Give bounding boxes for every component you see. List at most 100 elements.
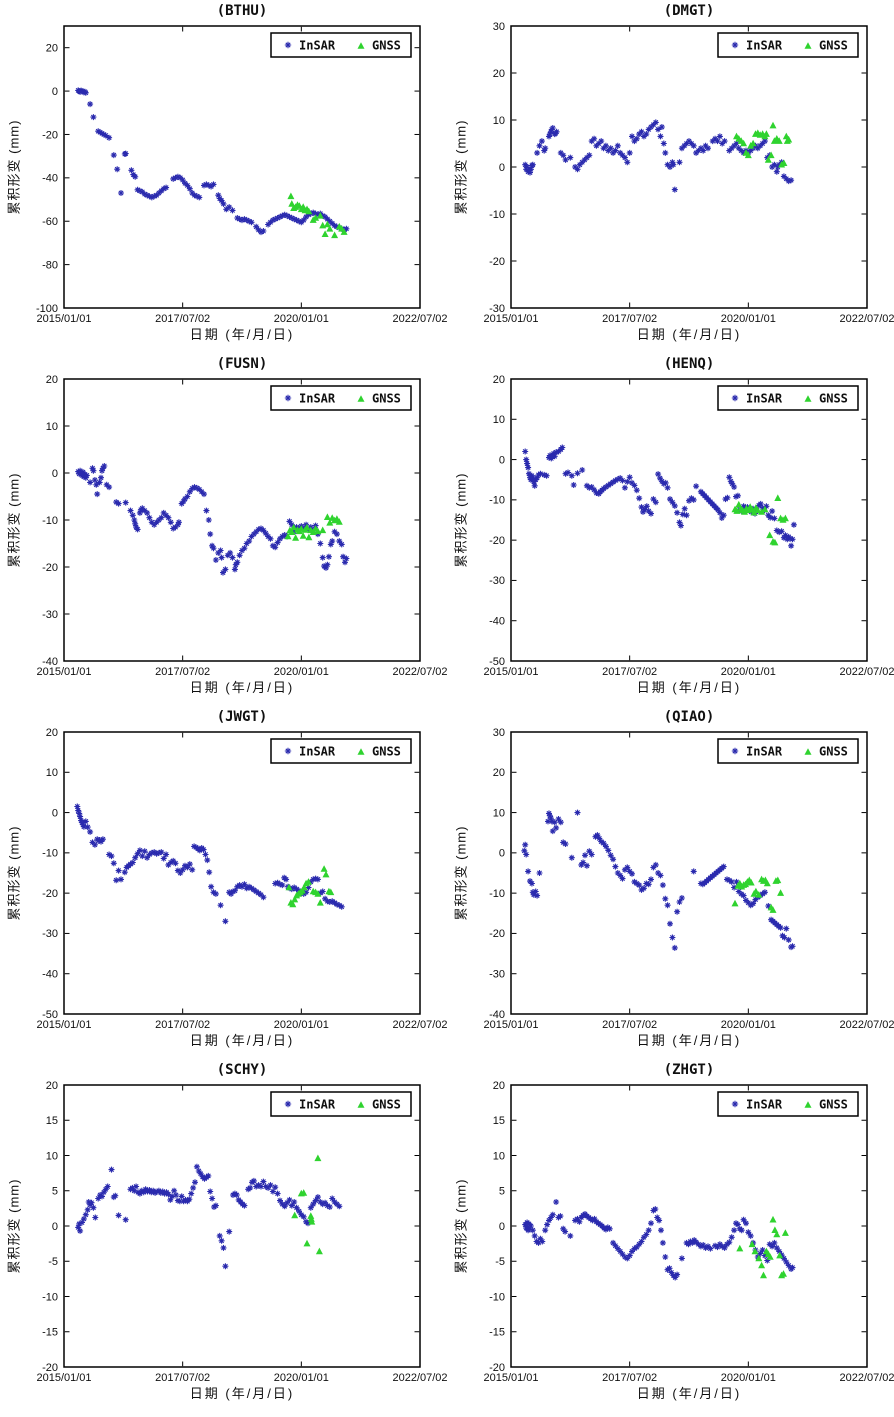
svg-text:-15: -15 — [42, 1327, 58, 1339]
gnss-series — [284, 513, 343, 541]
y-axis-label: 累积形变 (mm) — [6, 119, 22, 215]
svg-text:20: 20 — [493, 767, 505, 779]
svg-text:2020/01/01: 2020/01/01 — [274, 313, 329, 325]
svg-text:2022/07/02: 2022/07/02 — [392, 1372, 447, 1384]
gnss-marker-icon — [804, 395, 812, 402]
svg-text:GNSS: GNSS — [819, 39, 848, 53]
chart-panel-fusn: 20 10 0 -10 -20 -30 -40 2015/01/01 2017/07/02 202… — [0, 353, 448, 706]
svg-text:-10: -10 — [42, 515, 58, 527]
svg-text:2022/07/02: 2022/07/02 — [839, 666, 894, 678]
svg-text:30: 30 — [493, 21, 505, 33]
svg-text:-5: -5 — [495, 1256, 505, 1268]
svg-text:2015/01/01: 2015/01/01 — [483, 313, 538, 325]
chart-panel-henq: 20 10 0 -10 -20 -30 -40 -50 2015/01/01 2017/07/02… — [447, 353, 894, 706]
svg-text:2017/07/02: 2017/07/02 — [602, 666, 657, 678]
y-axis-label: 累积形变 (mm) — [6, 825, 22, 921]
chart-panel-dmgt: 30 20 10 0 -10 -20 -30 2015/01/01 2017/07/02 2020… — [447, 0, 894, 353]
svg-text:-40: -40 — [489, 1009, 505, 1021]
svg-text:2015/01/01: 2015/01/01 — [483, 1372, 538, 1384]
x-tick-labels: 2015/01/01 2017/07/02 2020/01/01 2022/07/02 — [483, 1372, 894, 1384]
x-axis-label: 日期 (年/月/日) — [189, 327, 295, 342]
y-tick-labels: 20 10 0 -10 -20 -30 -40 -50 — [489, 374, 505, 668]
svg-text:-10: -10 — [489, 1291, 505, 1303]
svg-text:20: 20 — [46, 374, 58, 386]
x-tick-labels: 2015/01/01 2017/07/02 2020/01/01 2022/07/02 — [36, 313, 447, 325]
axis-ticks — [510, 378, 868, 662]
insar-marker-icon — [284, 394, 292, 402]
chart-panel-bthu: 20 0 -20 -40 -60 -80 -100 2015/01/01 2017/07/02 2… — [0, 0, 448, 353]
svg-text:-50: -50 — [489, 656, 505, 668]
gnss-marker-icon — [804, 42, 812, 49]
gnss-series — [731, 875, 785, 913]
axis-ticks — [510, 731, 868, 1015]
svg-text:-20: -20 — [42, 129, 58, 141]
x-axis-label: 日期 (年/月/日) — [636, 680, 742, 695]
svg-text:2022/07/02: 2022/07/02 — [839, 1372, 894, 1384]
y-tick-labels: 30 20 10 0 -10 -20 -30 — [489, 21, 505, 315]
y-axis-label: 累积形变 (mm) — [6, 472, 22, 568]
svg-text:-10: -10 — [489, 888, 505, 900]
legend: InSAR GNSS — [270, 1091, 412, 1117]
svg-text:0: 0 — [499, 1221, 505, 1233]
svg-text:0: 0 — [52, 807, 58, 819]
legend: InSAR GNSS — [270, 32, 412, 58]
svg-text:10: 10 — [46, 421, 58, 433]
svg-text:30: 30 — [493, 727, 505, 739]
svg-text:-5: -5 — [48, 1256, 58, 1268]
legend: InSAR GNSS — [717, 385, 859, 411]
y-tick-labels: 20 15 10 5 0 -5 -10 -15 -20 — [42, 1080, 58, 1374]
chart-title: (DMGT) — [663, 3, 715, 19]
svg-text:2022/07/02: 2022/07/02 — [392, 666, 447, 678]
plot-box — [510, 1084, 868, 1368]
svg-text:20: 20 — [493, 1080, 505, 1092]
svg-text:2020/01/01: 2020/01/01 — [274, 666, 329, 678]
svg-text:-20: -20 — [489, 256, 505, 268]
svg-text:InSAR: InSAR — [299, 1098, 336, 1112]
svg-text:-10: -10 — [489, 495, 505, 507]
svg-text:2017/07/02: 2017/07/02 — [155, 313, 210, 325]
svg-text:2020/01/01: 2020/01/01 — [721, 666, 776, 678]
svg-text:5: 5 — [499, 1186, 505, 1198]
y-tick-labels: 20 15 10 5 0 -5 -10 -15 -20 — [489, 1080, 505, 1374]
x-tick-labels: 2015/01/01 2017/07/02 2020/01/01 2022/07/02 — [483, 666, 894, 678]
svg-text:2022/07/02: 2022/07/02 — [392, 1019, 447, 1031]
axis-ticks — [63, 378, 421, 662]
insar-marker-icon — [731, 1100, 739, 1108]
svg-text:5: 5 — [52, 1186, 58, 1198]
svg-text:15: 15 — [46, 1115, 58, 1127]
svg-text:0: 0 — [52, 86, 58, 98]
svg-text:-100: -100 — [36, 303, 58, 315]
x-axis-label: 日期 (年/月/日) — [636, 1386, 742, 1401]
chart-title: (BTHU) — [216, 3, 268, 19]
svg-text:2020/01/01: 2020/01/01 — [274, 1372, 329, 1384]
svg-text:2017/07/02: 2017/07/02 — [155, 1019, 210, 1031]
svg-text:2015/01/01: 2015/01/01 — [483, 666, 538, 678]
svg-text:2015/01/01: 2015/01/01 — [483, 1019, 538, 1031]
insar-series — [522, 119, 795, 193]
svg-text:20: 20 — [46, 727, 58, 739]
legend: InSAR GNSS — [717, 738, 859, 764]
axis-ticks — [63, 1084, 421, 1368]
gnss-series — [736, 1215, 789, 1279]
svg-text:InSAR: InSAR — [746, 392, 783, 406]
y-tick-labels: 20 10 0 -10 -20 -30 -40 -50 — [42, 727, 58, 1021]
svg-text:-40: -40 — [489, 616, 505, 628]
chart-panel-qiao: 30 20 10 0 -10 -20 -30 -40 2015/01/01 2017/07/02 2… — [447, 706, 894, 1059]
y-axis-label: 累积形变 (mm) — [6, 1178, 22, 1274]
gnss-series — [285, 865, 335, 908]
svg-text:2017/07/02: 2017/07/02 — [602, 313, 657, 325]
svg-text:GNSS: GNSS — [819, 392, 848, 406]
x-tick-labels: 2015/01/01 2017/07/02 2020/01/01 2022/07/02 — [36, 1019, 447, 1031]
svg-text:-10: -10 — [489, 209, 505, 221]
svg-text:GNSS: GNSS — [819, 745, 848, 759]
svg-text:2022/07/02: 2022/07/02 — [392, 313, 447, 325]
svg-text:-10: -10 — [42, 1291, 58, 1303]
x-tick-labels: 2015/01/01 2017/07/02 2020/01/01 2022/07/02 — [36, 1372, 447, 1384]
svg-text:2015/01/01: 2015/01/01 — [36, 1372, 91, 1384]
plot-box — [510, 731, 868, 1015]
